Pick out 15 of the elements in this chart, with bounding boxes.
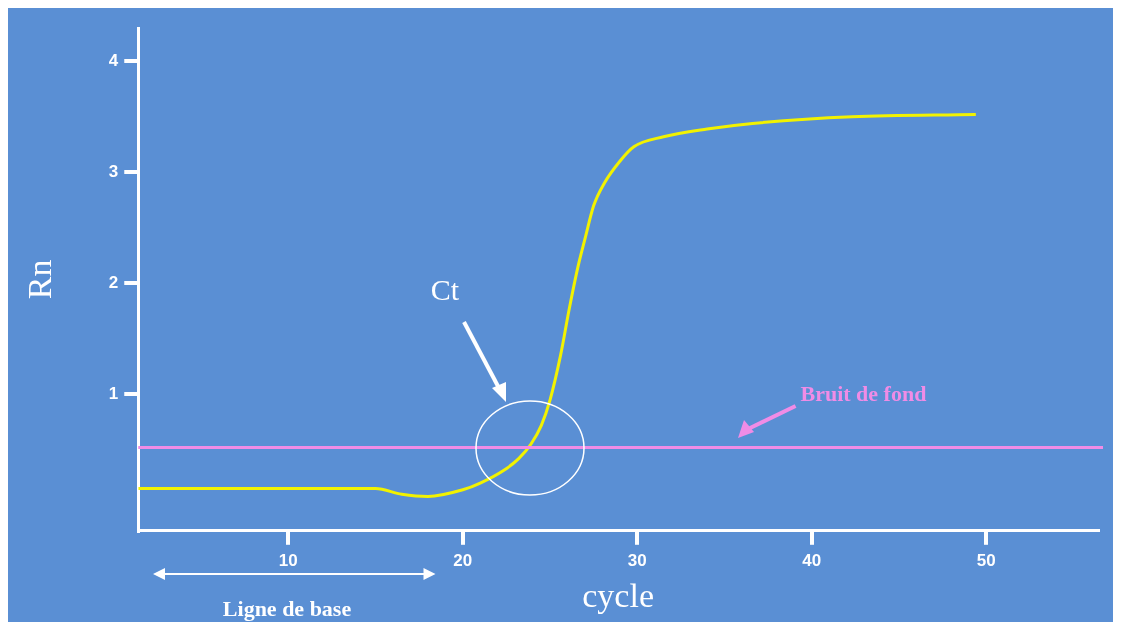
y-tick-label: 2 <box>108 272 119 292</box>
x-tick-label: 10 <box>278 550 298 570</box>
ref-line-label: Bruit de fond <box>800 381 927 407</box>
x-tick-label: 20 <box>453 550 473 570</box>
y-tick-label: 3 <box>108 161 119 181</box>
x-tick-label: 50 <box>976 550 996 570</box>
y-tick-label: 4 <box>108 50 119 70</box>
x-tick-label: 30 <box>627 550 647 570</box>
annotation: Ct <box>430 273 460 307</box>
text: Ligne de base <box>222 595 352 621</box>
y-tick-label: 1 <box>108 383 119 403</box>
y-axis-title: Rn <box>21 259 59 300</box>
x-tick-label: 40 <box>802 550 822 570</box>
line-series <box>138 113 978 498</box>
x-axis-title: cycle <box>582 576 654 614</box>
